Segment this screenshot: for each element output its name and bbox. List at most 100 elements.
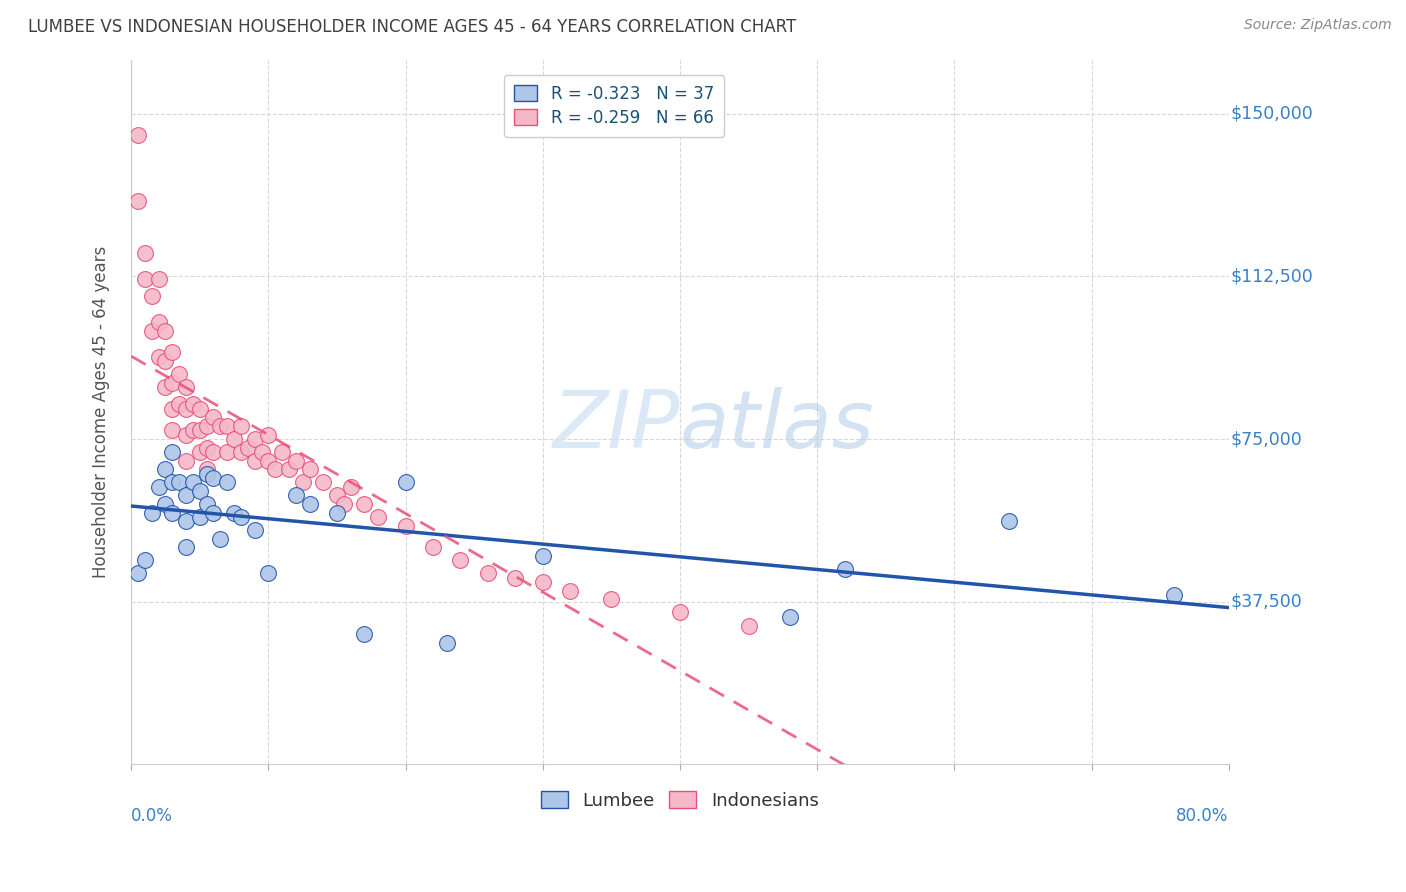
Point [217, 475, 239, 490]
Point [195, 419, 218, 434]
Text: Source: ZipAtlas.com: Source: ZipAtlas.com [1244, 18, 1392, 32]
Point [167, 397, 190, 411]
Point [141, 324, 163, 338]
Text: LUMBEE VS INDONESIAN HOUSEHOLDER INCOME AGES 45 - 64 YEARS CORRELATION CHART: LUMBEE VS INDONESIAN HOUSEHOLDER INCOME … [28, 18, 796, 36]
Point [291, 475, 314, 490]
Text: 0.0%: 0.0% [131, 806, 173, 824]
Text: 80.0%: 80.0% [1177, 806, 1229, 824]
Point [264, 462, 287, 476]
Point [188, 484, 211, 499]
Point [162, 345, 184, 359]
Point [600, 592, 623, 607]
Point [188, 510, 211, 524]
Point [141, 506, 163, 520]
Point [222, 506, 245, 520]
Point [353, 497, 375, 511]
Point [148, 480, 170, 494]
Point [127, 566, 149, 581]
Point [669, 606, 692, 620]
Point [394, 518, 416, 533]
Point [257, 427, 280, 442]
Point [250, 445, 273, 459]
Point [202, 506, 225, 520]
Point [779, 610, 801, 624]
Legend: Lumbee, Indonesians: Lumbee, Indonesians [531, 781, 828, 819]
Point [162, 401, 184, 416]
Point [195, 462, 218, 476]
Point [127, 194, 149, 208]
Point [148, 271, 170, 285]
Point [202, 471, 225, 485]
Point [141, 289, 163, 303]
Point [243, 454, 266, 468]
Point [188, 445, 211, 459]
Point [257, 454, 280, 468]
Point [155, 324, 177, 338]
Point [477, 566, 499, 581]
Point [167, 475, 190, 490]
Point [162, 423, 184, 437]
Point [531, 549, 554, 563]
Point [229, 510, 252, 524]
Point [229, 445, 252, 459]
Point [217, 419, 239, 434]
Point [257, 566, 280, 581]
Point [737, 618, 759, 632]
Point [1163, 588, 1185, 602]
Point [222, 432, 245, 446]
Point [326, 488, 349, 502]
Point [174, 541, 197, 555]
Point [155, 462, 177, 476]
Point [202, 410, 225, 425]
Point [339, 480, 361, 494]
Point [278, 462, 301, 476]
Point [312, 475, 335, 490]
Point [181, 475, 204, 490]
Point [174, 454, 197, 468]
Point [394, 475, 416, 490]
Text: $75,000: $75,000 [1230, 430, 1303, 448]
Point [298, 497, 321, 511]
Point [181, 397, 204, 411]
Point [243, 523, 266, 537]
Text: ZIP: ZIP [553, 387, 681, 465]
Point [155, 380, 177, 394]
Point [326, 506, 349, 520]
Point [188, 423, 211, 437]
Point [174, 488, 197, 502]
Point [209, 532, 232, 546]
Point [162, 475, 184, 490]
Point [243, 432, 266, 446]
Text: $150,000: $150,000 [1230, 104, 1313, 123]
Point [217, 445, 239, 459]
Point [422, 541, 444, 555]
Point [998, 515, 1021, 529]
Point [167, 367, 190, 381]
Point [181, 423, 204, 437]
Point [209, 419, 232, 434]
Point [333, 497, 356, 511]
Point [271, 445, 294, 459]
Point [560, 583, 582, 598]
Point [505, 571, 527, 585]
Point [148, 350, 170, 364]
Point [174, 427, 197, 442]
Point [188, 401, 211, 416]
Point [284, 488, 307, 502]
Text: $112,500: $112,500 [1230, 268, 1313, 285]
Point [298, 462, 321, 476]
Point [134, 271, 156, 285]
Point [155, 497, 177, 511]
Point [834, 562, 856, 576]
Point [134, 245, 156, 260]
Point [236, 441, 259, 455]
Point [155, 354, 177, 368]
Point [134, 553, 156, 567]
Y-axis label: Householder Income Ages 45 - 64 years: Householder Income Ages 45 - 64 years [93, 246, 110, 578]
Point [202, 445, 225, 459]
Point [195, 467, 218, 481]
Point [174, 401, 197, 416]
Point [367, 510, 389, 524]
Point [436, 636, 458, 650]
Point [127, 128, 149, 143]
